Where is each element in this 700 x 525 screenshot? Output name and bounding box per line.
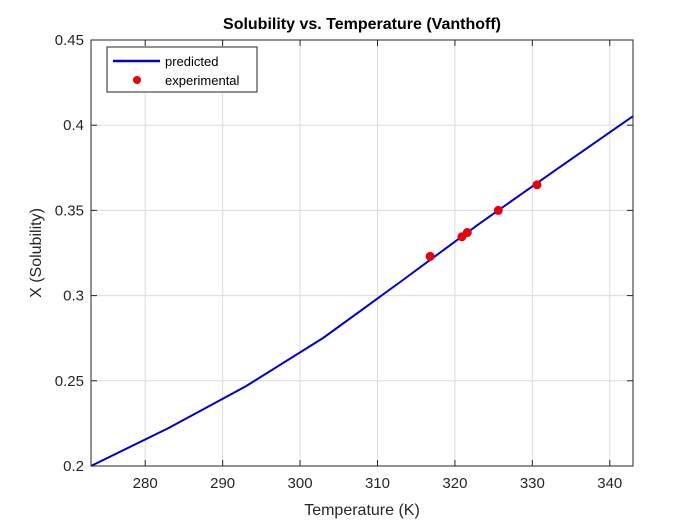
x-tick-label: 300 <box>288 475 313 492</box>
legend-label-experimental: experimental <box>165 73 240 88</box>
plot-area <box>91 40 633 466</box>
x-tick-label: 320 <box>442 475 467 492</box>
x-tick-label: 290 <box>210 475 235 492</box>
tick-labels: 280 290 300 310 320 330 340 0.2 0.25 0.3 0.35 0.4 0.… <box>55 32 622 492</box>
ticks <box>91 39 633 467</box>
y-tick-label: 0.45 <box>55 32 84 49</box>
x-tick-label: 280 <box>133 475 158 492</box>
series-layer <box>90 115 634 467</box>
y-tick-label: 0.4 <box>63 117 84 134</box>
x-tick-label: 330 <box>520 475 545 492</box>
chart-title: Solubility vs. Temperature (Vanthoff) <box>223 16 501 33</box>
x-tick-label: 340 <box>597 475 622 492</box>
legend-label-predicted: predicted <box>165 54 218 69</box>
y-tick-label: 0.2 <box>63 458 84 475</box>
legend-experimental-marker-icon <box>133 76 141 84</box>
axes-frame <box>90 39 634 467</box>
data-point-experimental <box>532 180 542 190</box>
series-line-predicted <box>90 115 634 467</box>
y-tick-label: 0.3 <box>63 288 84 305</box>
data-point-experimental <box>462 228 472 238</box>
data-point-experimental <box>493 205 503 215</box>
x-axis-label: Temperature (K) <box>304 502 420 519</box>
y-tick-label: 0.35 <box>55 202 84 219</box>
y-tick-label: 0.25 <box>55 373 84 390</box>
x-tick-label: 310 <box>365 475 390 492</box>
legend: predicted experimental <box>106 46 258 93</box>
legend-box <box>106 46 258 93</box>
data-point-experimental <box>425 251 435 261</box>
y-axis-label: X (Solubility) <box>28 208 45 298</box>
